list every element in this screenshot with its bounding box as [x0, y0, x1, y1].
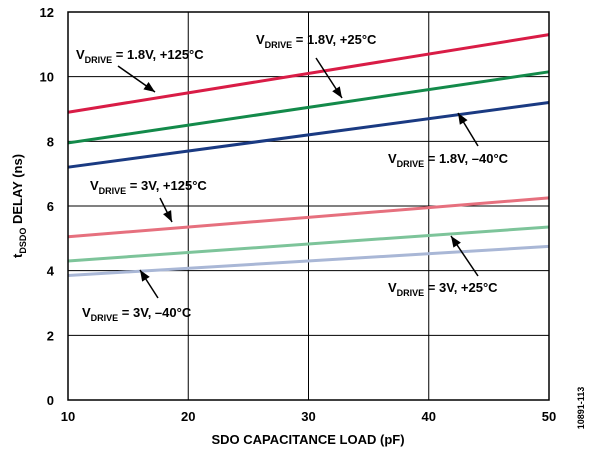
figure-id: 10891-113: [576, 387, 586, 430]
annotation-sub: DRIVE: [91, 313, 119, 323]
annotation-label-3: VDRIVE = 1.8V, –40°C: [388, 151, 509, 169]
x-tick-label: 30: [301, 409, 315, 424]
annotation-pre: V: [388, 280, 397, 295]
annotation-post: = 3V, +25°C: [424, 280, 498, 295]
y-tick-label: 0: [47, 393, 54, 408]
y-tick-label: 10: [40, 70, 54, 85]
annotation-arrow-head: [332, 86, 342, 98]
annotation-sub: DRIVE: [265, 40, 293, 50]
annotation-arrow-head: [451, 236, 461, 248]
grid-lines: [68, 12, 549, 400]
annotation-sub: DRIVE: [397, 288, 425, 298]
annotation-post: = 1.8V, –40°C: [424, 151, 508, 166]
annotation-label-5: VDRIVE = 3V, +25°C: [388, 280, 498, 298]
annotation-arrow-head: [143, 82, 155, 92]
annotation-post: = 1.8V, +25°C: [292, 32, 377, 47]
y-tick-label: 4: [47, 264, 55, 279]
y-tick-labels: 0 2 4 6 8 10 12: [40, 5, 55, 408]
y-axis-label-rest: DELAY (ns): [10, 154, 25, 228]
annotation-pre: V: [82, 305, 91, 320]
annotation-post: = 1.8V, +125°C: [112, 47, 204, 62]
y-tick-label: 6: [47, 199, 54, 214]
annotation-sub: DRIVE: [397, 159, 425, 169]
annotation-label-4: VDRIVE = 3V, +125°C: [90, 178, 207, 196]
y-axis-label-sub: DSDO: [18, 228, 28, 254]
x-axis-label: SDO CAPACITANCE LOAD (pF): [211, 432, 404, 447]
annotation-sub: DRIVE: [99, 186, 127, 196]
x-tick-label: 50: [542, 409, 556, 424]
annotation-pre: V: [76, 47, 85, 62]
y-tick-label: 8: [47, 134, 54, 149]
annotation-label-2: VDRIVE = 1.8V, +25°C: [256, 32, 377, 50]
y-tick-label: 2: [47, 328, 54, 343]
annotation-pre: V: [388, 151, 397, 166]
x-tick-labels: 10 20 30 40 50: [61, 409, 556, 424]
annotation-post: = 3V, +125°C: [126, 178, 207, 193]
annotation-label-6: VDRIVE = 3V, –40°C: [82, 305, 192, 323]
x-tick-label: 20: [181, 409, 195, 424]
annotation-pre: V: [256, 32, 265, 47]
annotation-pre: V: [90, 178, 99, 193]
x-tick-label: 10: [61, 409, 75, 424]
x-tick-label: 40: [422, 409, 436, 424]
annotation-label-1: VDRIVE = 1.8V, +125°C: [76, 47, 204, 65]
y-axis-label: tDSDO DELAY (ns): [10, 154, 28, 258]
y-tick-label: 12: [40, 5, 54, 20]
annotation-sub: DRIVE: [85, 55, 113, 65]
annotation-post: = 3V, –40°C: [118, 305, 192, 320]
